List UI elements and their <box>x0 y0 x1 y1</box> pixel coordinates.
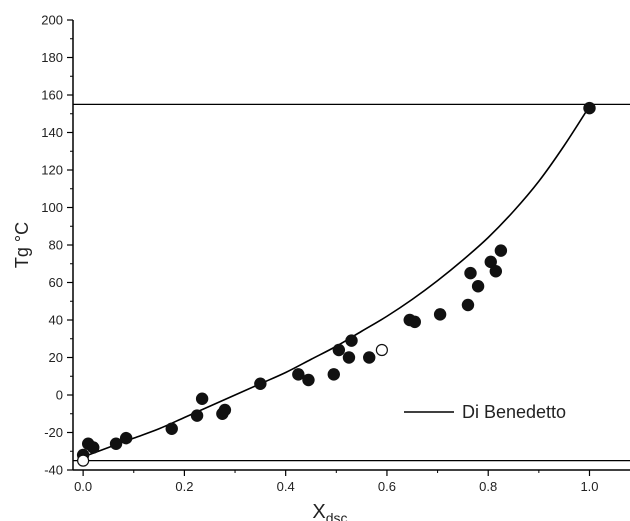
x-tick-label: 0.8 <box>479 479 497 494</box>
open-data-point <box>375 343 388 357</box>
data-point <box>408 315 421 329</box>
data-point <box>489 265 503 278</box>
reference-lines <box>73 103 630 462</box>
data-point <box>218 403 232 417</box>
data-point <box>433 308 447 321</box>
y-tick-label: 180 <box>41 50 63 65</box>
data-point <box>327 368 340 381</box>
legend: Di Benedetto <box>404 402 566 422</box>
y-tick-label: 40 <box>49 313 63 328</box>
data-point <box>464 266 477 280</box>
data-point <box>292 368 305 381</box>
y-tick-label: 120 <box>41 163 63 178</box>
points-layer <box>76 101 596 467</box>
data-point <box>583 101 596 115</box>
x-axis-title: Xdsc <box>312 501 347 521</box>
x-tick-label: 0.0 <box>74 479 92 494</box>
y-tick-label: 60 <box>49 275 63 290</box>
x-axis-title-main: X <box>312 501 325 521</box>
data-point <box>195 392 209 405</box>
open-data-point <box>77 454 90 467</box>
x-axis-title-sub: dsc <box>326 510 348 521</box>
x-tick-label: 1.0 <box>580 479 598 494</box>
data-point <box>484 255 497 269</box>
data-point <box>119 431 133 445</box>
y-axis-title: Tg °C <box>12 222 32 268</box>
data-point <box>302 373 315 387</box>
x-ticks: 0.0 0.2 0.4 0.6 0.8 1.0 <box>74 470 599 494</box>
data-point <box>345 334 358 347</box>
y-tick-label: 200 <box>41 13 63 28</box>
x-tick-label: 0.6 <box>378 479 396 494</box>
y-tick-label: 100 <box>41 200 63 215</box>
data-point <box>254 377 267 390</box>
data-point <box>190 409 204 422</box>
data-point <box>342 351 356 364</box>
y-tick-label: 0 <box>56 388 63 403</box>
x-tick-label: 0.2 <box>175 479 193 494</box>
data-point <box>363 351 376 364</box>
y-tick-label: 140 <box>41 125 63 140</box>
data-point <box>494 244 508 257</box>
data-point <box>109 437 123 450</box>
data-point <box>87 441 100 454</box>
y-tick-label: -20 <box>44 425 63 440</box>
y-ticks: -40 -20 0 20 40 60 80 100 120 140 160 180 200 <box>41 13 73 478</box>
y-tick-label: 160 <box>41 88 63 103</box>
x-tick-label: 0.4 <box>277 479 295 494</box>
data-point <box>461 298 475 312</box>
data-point <box>165 422 178 435</box>
legend-label: Di Benedetto <box>462 402 566 422</box>
data-point <box>332 343 346 357</box>
y-tick-label: 80 <box>49 238 63 253</box>
y-tick-label: 20 <box>49 350 63 365</box>
data-point <box>471 280 485 293</box>
y-tick-label: -40 <box>44 463 63 478</box>
